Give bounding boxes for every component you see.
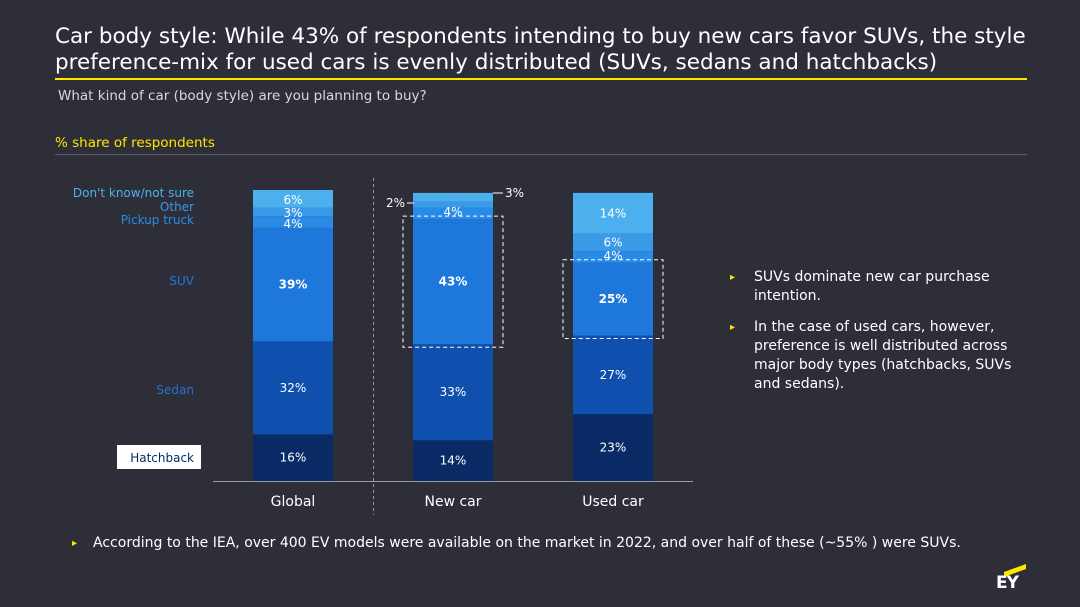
data-label: 33%	[440, 385, 467, 399]
data-label: 23%	[600, 441, 627, 455]
data-label: 2%	[386, 196, 405, 210]
bar-segment-other	[413, 201, 493, 208]
footnote-text: According to the IEA, over 400 EV models…	[93, 535, 961, 551]
bar-segment-suv	[253, 227, 333, 342]
bar-segment-dont-know	[253, 190, 333, 208]
bar-segment-sedan	[573, 335, 653, 415]
bar-segment-hatchback	[253, 434, 333, 481]
bullet-arrow-icon: ▸	[72, 538, 78, 549]
category-label: Used car	[582, 494, 644, 510]
bar-segment-pickup	[253, 216, 333, 228]
insight-text: In the case of used cars, however, prefe…	[754, 319, 1012, 392]
highlight-box	[562, 259, 664, 339]
bar-segment-other	[573, 233, 653, 252]
bar-segment-sedan	[413, 344, 493, 441]
legend-label: Don't know/not sure	[73, 186, 194, 200]
data-label: 14%	[600, 206, 627, 220]
logo-text: EY	[996, 573, 1019, 593]
legend-label: Pickup truck	[121, 213, 194, 227]
bar-segment-hatchback	[413, 440, 493, 481]
bar-segment-sedan	[253, 341, 333, 435]
bar-segment-suv	[413, 219, 493, 345]
insight-bullet: ▸ In the case of used cars, however, pre…	[730, 318, 1020, 394]
data-label: 14%	[440, 454, 467, 468]
footnote: ▸ According to the IEA, over 400 EV model…	[72, 535, 961, 551]
legend-hatchback-box	[117, 445, 201, 469]
data-label: 43%	[439, 275, 468, 289]
data-label: 4%	[283, 217, 302, 231]
bullet-arrow-icon: ▸	[730, 272, 736, 283]
insight-list: ▸ SUVs dominate new car purchase intenti…	[730, 268, 1020, 406]
category-label: Global	[271, 494, 316, 510]
bar-segment-dont-know	[413, 192, 493, 202]
title-underline	[55, 78, 1027, 80]
page-title: Car body style: While 43% of respondents…	[55, 24, 1026, 75]
bullet-arrow-icon: ▸	[730, 322, 736, 333]
chart-question: What kind of car (body style) are you pl…	[58, 88, 427, 104]
highlight-box	[402, 215, 504, 348]
bar-segment-pickup	[413, 207, 493, 220]
legend-label: SUV	[169, 274, 194, 288]
legend-label: Other	[160, 200, 194, 214]
insight-text: SUVs dominate new car purchase intention…	[754, 269, 990, 304]
data-label: 27%	[600, 368, 627, 382]
insight-bullet: ▸ SUVs dominate new car purchase intenti…	[730, 268, 1020, 306]
bar-segment-suv	[573, 262, 653, 336]
data-label: 16%	[280, 451, 307, 465]
data-label: 3%	[505, 186, 524, 200]
data-label: 32%	[280, 381, 307, 395]
bar-segment-other	[253, 207, 333, 217]
ey-logo: EY	[996, 563, 1026, 593]
data-label: 6%	[603, 235, 622, 249]
bar-segment-dont-know	[573, 192, 653, 234]
data-label: 4%	[443, 205, 462, 219]
data-label: 4%	[603, 249, 622, 263]
bar-segment-hatchback	[573, 414, 653, 481]
data-label: 39%	[279, 278, 308, 292]
category-label: New car	[424, 494, 481, 510]
legend-label: Sedan	[156, 383, 194, 397]
data-label: 3%	[283, 206, 302, 220]
data-label: 25%	[599, 292, 628, 306]
axis-caption: % share of respondents	[55, 135, 215, 151]
bar-segment-pickup	[573, 251, 653, 263]
legend-label: Hatchback	[130, 451, 194, 465]
data-label: 6%	[283, 193, 302, 207]
caption-divider	[55, 154, 1027, 155]
